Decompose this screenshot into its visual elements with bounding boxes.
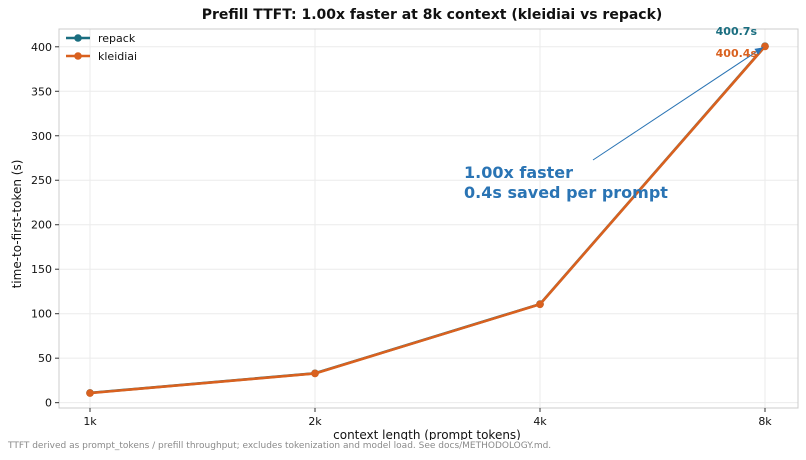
series-line-repack — [89, 45, 766, 395]
y-tick-label: 50 — [38, 352, 52, 365]
x-tick-label: 4k — [533, 415, 547, 428]
chart-title: Prefill TTFT: 1.00x faster at 8k context… — [202, 7, 663, 23]
x-axis-label: context length (prompt tokens) — [333, 428, 521, 440]
x-axis: 1k 2k 4k 8k — [83, 408, 772, 428]
annotation-arrowhead — [754, 47, 763, 55]
footnote: TTFT derived as prompt_tokens / prefill … — [8, 441, 552, 451]
y-tick-label: 300 — [31, 130, 52, 143]
annotation-text: 0.4s saved per prompt — [464, 183, 668, 202]
legend-marker-kleidiai — [74, 52, 82, 60]
end-label-kleidiai: 400.4s — [716, 47, 758, 60]
y-tick-label: 400 — [31, 41, 52, 54]
plot-area — [58, 28, 799, 409]
legend: repack kleidiai — [66, 32, 137, 63]
y-tick-label: 150 — [31, 263, 52, 276]
series-line-kleidiai — [89, 45, 766, 395]
series-layer — [86, 42, 769, 397]
data-point-kleidiai — [86, 389, 94, 397]
data-point-kleidiai — [761, 42, 769, 51]
data-point-kleidiai — [311, 369, 319, 378]
legend-marker-repack — [74, 34, 82, 42]
ttft-line-chart: Prefill TTFT: 1.00x faster at 8k context… — [10, 7, 799, 440]
end-label-repack: 400.7s — [716, 25, 758, 38]
y-axis: 0 50 100 150 200 250 300 350 400 — [31, 41, 59, 410]
y-tick-label: 0 — [45, 397, 52, 410]
grid-lines — [59, 29, 798, 408]
y-tick-label: 100 — [31, 308, 52, 321]
x-tick-label: 2k — [308, 415, 322, 428]
x-tick-label: 1k — [83, 415, 97, 428]
data-point-kleidiai — [536, 300, 544, 309]
y-tick-label: 350 — [31, 85, 52, 98]
y-tick-label: 200 — [31, 219, 52, 232]
legend-label-kleidiai: kleidiai — [98, 50, 137, 63]
legend-label-repack: repack — [98, 32, 136, 45]
x-tick-label: 8k — [758, 415, 772, 428]
annotation-text: 1.00x faster — [464, 163, 573, 182]
y-tick-label: 250 — [31, 174, 52, 187]
annotation-arrow — [592, 46, 764, 161]
y-axis-label: time-to-first-token (s) — [10, 160, 24, 289]
